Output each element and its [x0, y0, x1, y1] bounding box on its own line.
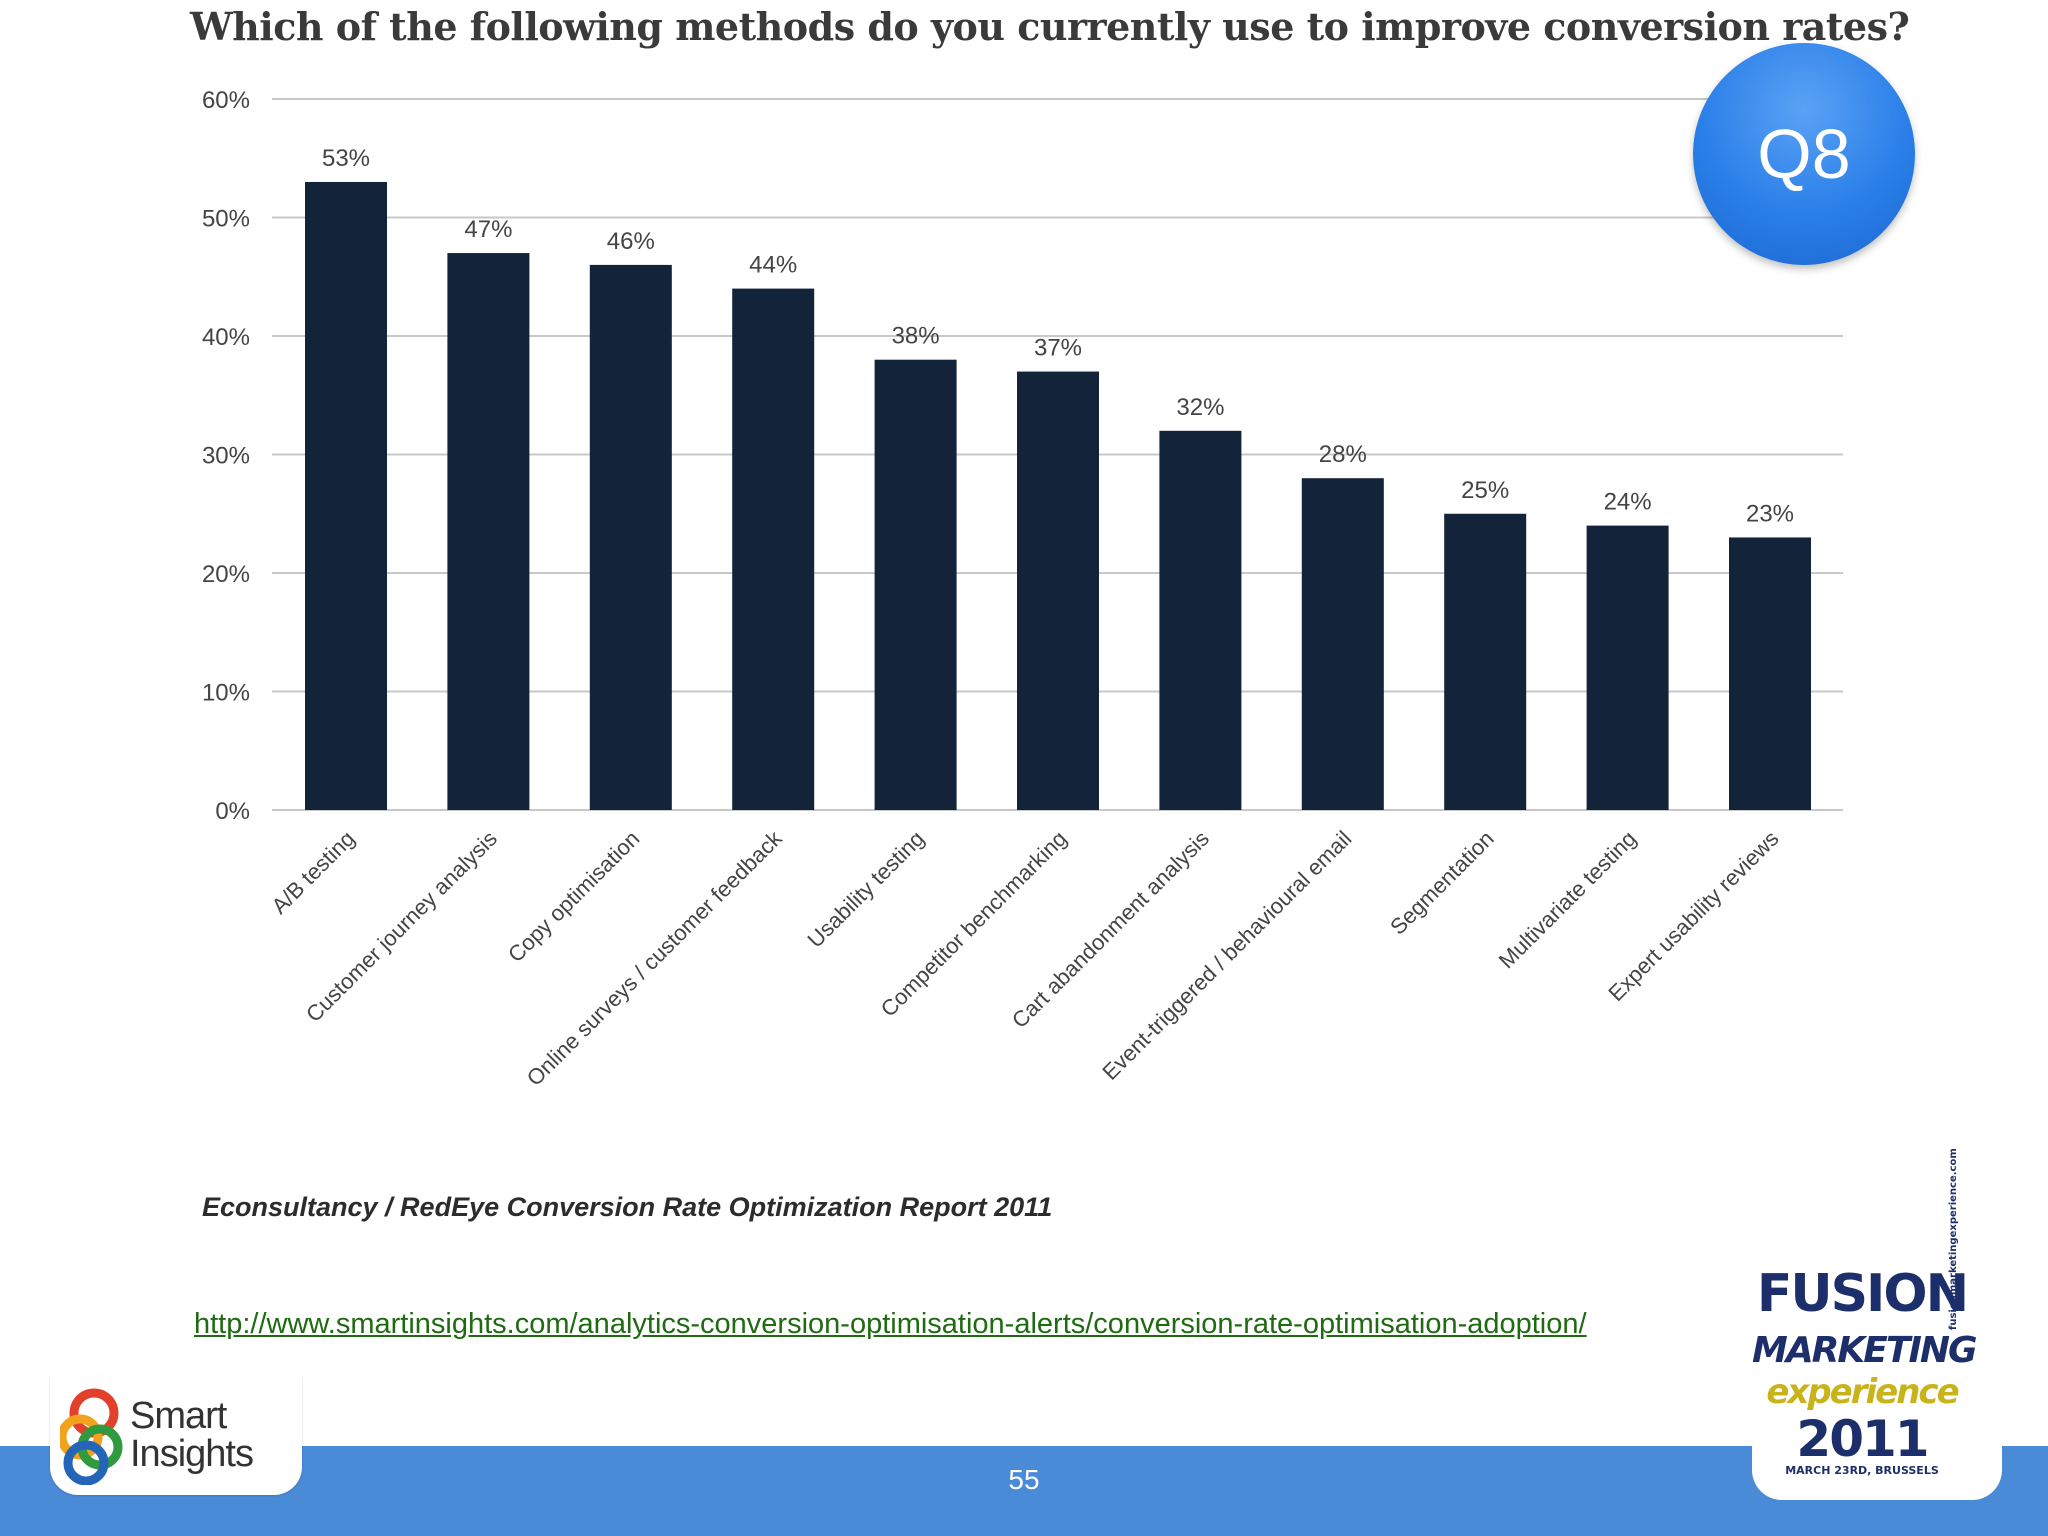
question-badge: Q8	[1693, 43, 1915, 265]
data-label: 23%	[1746, 500, 1794, 527]
x-tick-label: Multivariate testing	[1494, 826, 1641, 973]
data-label: 46%	[607, 228, 655, 255]
source-link[interactable]: http://www.smartinsights.com/analytics-c…	[194, 1308, 1587, 1340]
source-note: Econsultancy / RedEye Conversion Rate Op…	[202, 1192, 1053, 1222]
bar	[305, 181, 387, 810]
bar	[874, 359, 957, 810]
fusion-logo-line2: MARKETING	[1752, 1330, 1978, 1371]
x-tick-label: Event-triggered / behavioural email	[1097, 826, 1356, 1085]
fusion-logo-date: MARCH 23RD, BRUSSELS	[1785, 1464, 1939, 1477]
badge-label: Q8	[1757, 115, 1851, 193]
bar	[732, 288, 815, 811]
y-tick-label: 50%	[202, 206, 250, 233]
y-tick-label: 10%	[202, 680, 250, 707]
smart-insights-logo-icon	[60, 1388, 123, 1485]
data-label: 25%	[1461, 477, 1509, 504]
y-tick-label: 40%	[202, 324, 250, 351]
bar	[1301, 478, 1384, 810]
fusion-logo-year: 2011	[1796, 1410, 1929, 1468]
y-tick-label: 0%	[215, 798, 250, 825]
logo-text-line2: Insights	[130, 1433, 254, 1475]
data-label: 38%	[892, 323, 940, 350]
bar	[589, 264, 672, 810]
bar	[1729, 537, 1811, 810]
fusion-marketing-logo: FUSION MARKETING experience 2011 MARCH 2…	[1752, 1148, 2002, 1500]
chart-title: Which of the following methods do you cu…	[190, 4, 1910, 49]
bar	[1444, 513, 1527, 810]
bar	[1159, 430, 1242, 810]
data-label: 32%	[1176, 394, 1224, 421]
footer-bar	[0, 1446, 2048, 1536]
bar	[447, 253, 530, 811]
bar-chart: 0%10%20%30%40%50%60%53%A/B testing47%Cus…	[202, 87, 1843, 1091]
data-label: 47%	[464, 216, 512, 243]
bar	[1017, 371, 1099, 810]
y-tick-label: 20%	[202, 561, 250, 588]
x-tick-label: Copy optimisation	[503, 826, 644, 967]
bar	[1586, 525, 1669, 810]
logo-text-line1: Smart	[130, 1395, 227, 1437]
smart-insights-logo: Smart Insights	[50, 1375, 302, 1495]
y-tick-label: 30%	[202, 443, 250, 470]
data-label: 37%	[1034, 335, 1082, 362]
data-label: 53%	[322, 145, 370, 172]
y-tick-label: 60%	[202, 87, 250, 114]
data-label: 24%	[1604, 489, 1652, 516]
fusion-logo-line3: experience	[1766, 1372, 1959, 1412]
data-label: 44%	[749, 252, 797, 279]
page-number: 55	[1008, 1464, 1040, 1495]
x-tick-label: A/B testing	[267, 826, 360, 919]
data-label: 28%	[1319, 441, 1367, 468]
fusion-logo-line1: FUSION	[1756, 1264, 1969, 1324]
x-tick-label: Usability testing	[803, 826, 930, 953]
x-tick-label: Online surveys / customer feedback	[522, 825, 788, 1091]
fusion-logo-side-url: fusionmarketingexperience.com	[1948, 1148, 1959, 1330]
x-tick-label: Segmentation	[1385, 826, 1499, 940]
smart-insights-logo-text: Smart Insights	[130, 1395, 254, 1475]
